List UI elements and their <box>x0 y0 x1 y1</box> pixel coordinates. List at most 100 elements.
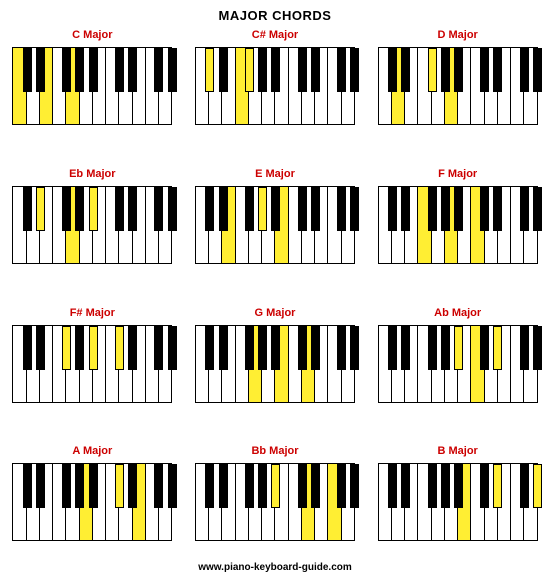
white-key <box>445 326 458 402</box>
white-key <box>119 326 132 402</box>
white-keys-row <box>379 48 537 124</box>
white-keys-row <box>13 187 171 263</box>
white-key <box>27 48 40 124</box>
white-keys-row <box>13 48 171 124</box>
chord-label: C Major <box>72 29 112 43</box>
white-keys-row <box>13 464 171 540</box>
white-keys-row <box>196 464 354 540</box>
white-key <box>524 326 536 402</box>
keyboard-diagram <box>195 47 355 125</box>
white-key <box>159 187 171 263</box>
keyboard-diagram <box>195 463 355 541</box>
white-key <box>432 187 445 263</box>
white-key <box>146 48 159 124</box>
keyboard-diagram <box>378 47 538 125</box>
white-key <box>315 187 328 263</box>
white-key <box>524 187 536 263</box>
white-key <box>418 187 431 263</box>
white-key <box>159 48 171 124</box>
white-key <box>302 48 315 124</box>
white-key <box>222 326 235 402</box>
white-key <box>222 48 235 124</box>
white-key <box>209 326 222 402</box>
white-keys-row <box>379 326 537 402</box>
white-key <box>262 187 275 263</box>
white-key <box>133 464 146 540</box>
chord-cell: Ab Major <box>375 307 540 418</box>
white-key <box>249 48 262 124</box>
chord-cell: A Major <box>10 445 175 556</box>
white-key <box>315 48 328 124</box>
white-key <box>146 187 159 263</box>
white-key <box>392 464 405 540</box>
chord-label: G Major <box>255 307 296 321</box>
white-key <box>119 187 132 263</box>
white-key <box>405 187 418 263</box>
white-key <box>53 464 66 540</box>
white-key <box>289 464 302 540</box>
white-keys-row <box>196 48 354 124</box>
chord-label: F# Major <box>70 307 115 321</box>
white-key <box>524 464 536 540</box>
white-key <box>498 48 511 124</box>
keyboard-diagram <box>12 325 172 403</box>
white-key <box>119 48 132 124</box>
white-key <box>405 48 418 124</box>
white-key <box>133 326 146 402</box>
white-key <box>289 187 302 263</box>
white-key <box>392 187 405 263</box>
white-key <box>53 187 66 263</box>
white-key <box>498 187 511 263</box>
white-key <box>209 48 222 124</box>
white-key <box>342 48 354 124</box>
white-key <box>106 464 119 540</box>
white-key <box>418 48 431 124</box>
white-key <box>262 464 275 540</box>
white-key <box>485 464 498 540</box>
white-key <box>196 187 209 263</box>
chord-cell: D Major <box>375 29 540 140</box>
white-key <box>40 464 53 540</box>
chord-cell: C Major <box>10 29 175 140</box>
chord-cell: G Major <box>193 307 358 418</box>
white-key <box>458 464 471 540</box>
white-key <box>13 187 26 263</box>
white-key <box>275 464 288 540</box>
white-key <box>13 464 26 540</box>
white-key <box>66 187 79 263</box>
white-key <box>262 48 275 124</box>
keyboard-diagram <box>195 186 355 264</box>
white-key <box>93 464 106 540</box>
white-key <box>249 464 262 540</box>
white-key <box>66 326 79 402</box>
white-key <box>289 326 302 402</box>
white-key <box>249 326 262 402</box>
chord-cell: B Major <box>375 445 540 556</box>
white-key <box>27 326 40 402</box>
white-key <box>302 326 315 402</box>
white-key <box>53 48 66 124</box>
white-key <box>485 48 498 124</box>
white-key <box>471 187 484 263</box>
chord-label: C# Major <box>252 29 298 43</box>
white-key <box>328 464 341 540</box>
white-key <box>119 464 132 540</box>
keyboard-diagram <box>378 325 538 403</box>
white-key <box>146 464 159 540</box>
chord-cell: F Major <box>375 168 540 279</box>
chord-cell: Bb Major <box>193 445 358 556</box>
keyboard-diagram <box>378 463 538 541</box>
white-key <box>471 464 484 540</box>
white-key <box>511 187 524 263</box>
keyboard-diagram <box>195 325 355 403</box>
white-key <box>262 326 275 402</box>
white-keys-row <box>13 326 171 402</box>
white-key <box>315 326 328 402</box>
white-key <box>458 326 471 402</box>
white-key <box>498 464 511 540</box>
chord-label: B Major <box>437 445 477 459</box>
chord-cell: Eb Major <box>10 168 175 279</box>
white-key <box>236 326 249 402</box>
white-key <box>458 187 471 263</box>
white-key <box>328 326 341 402</box>
